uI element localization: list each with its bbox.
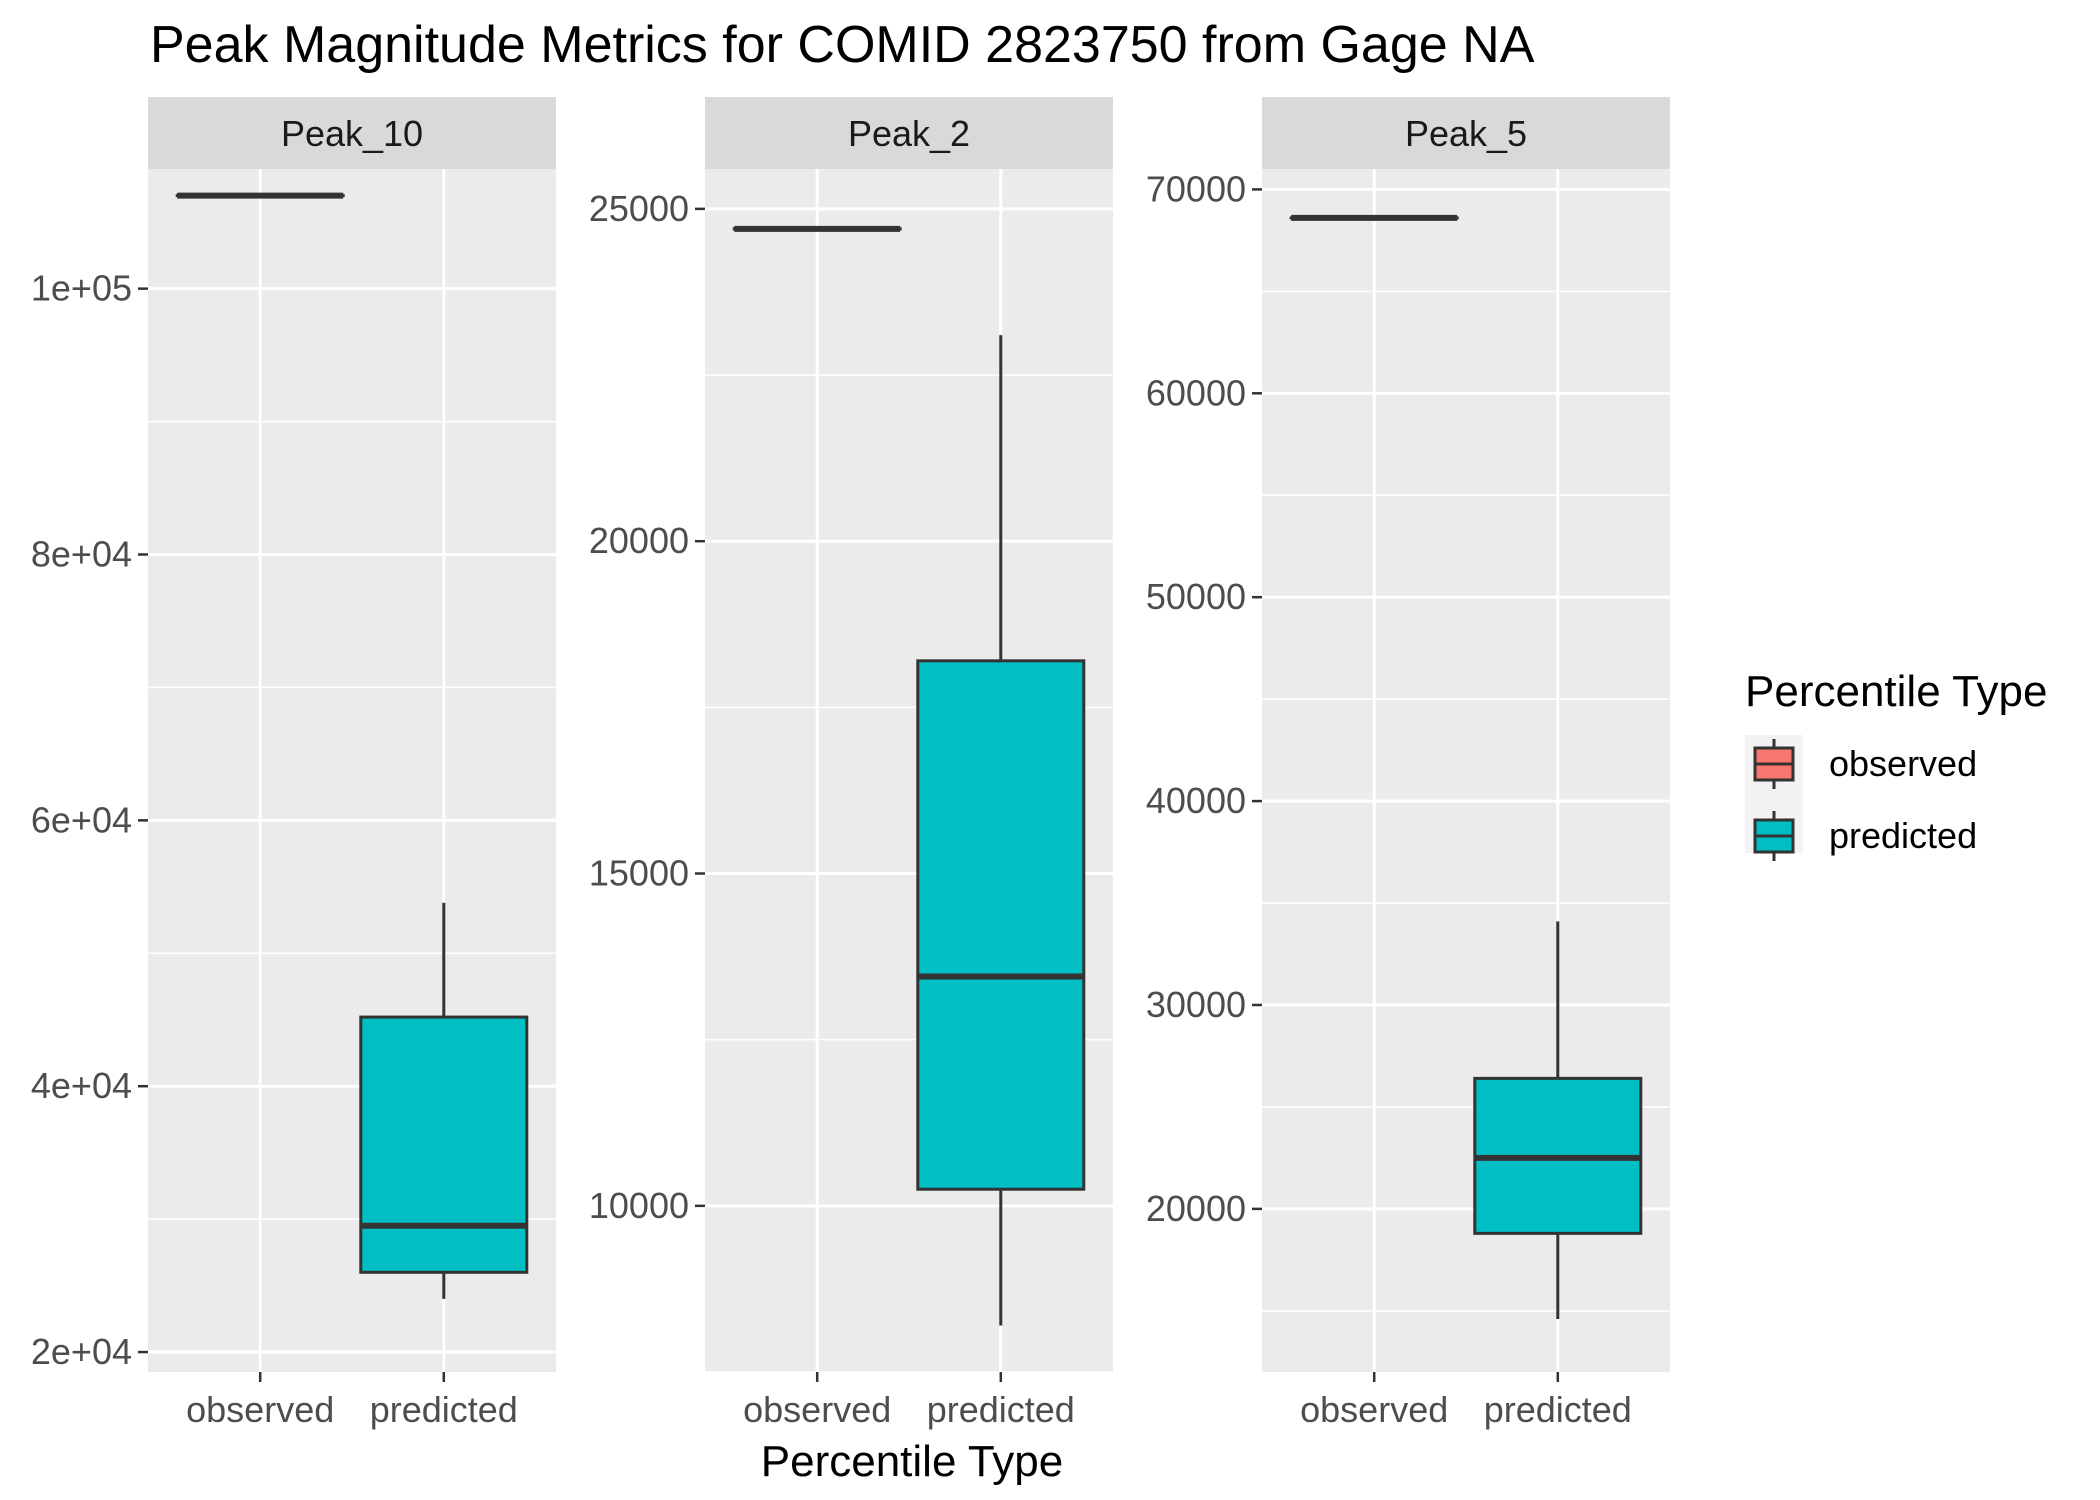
legend-label: observed: [1829, 743, 1977, 784]
y-tick-label: 30000: [1146, 984, 1246, 1025]
y-tick-label: 1e+05: [31, 268, 132, 309]
legend-title: Percentile Type: [1745, 667, 2047, 716]
facet-strip: [148, 97, 556, 169]
facet-peak-2: Peak_2 10000 15000 20000 25000 observed predic…: [589, 97, 1113, 1430]
y-tick-label: 6e+04: [31, 799, 132, 840]
y-tick-label: 2e+04: [31, 1331, 132, 1372]
legend-entry-predicted: predicted: [1753, 811, 1977, 861]
y-tick-label: 20000: [589, 520, 689, 561]
box-iqr: [916, 659, 1086, 1191]
y-tick-label: 8e+04: [31, 533, 132, 574]
legend: Percentile Type observed predicted: [1745, 667, 2047, 861]
facet-strip-label: Peak_10: [281, 113, 423, 154]
x-tick-label: observed: [743, 1389, 891, 1430]
box-predicted: [916, 335, 1086, 1326]
facet-strip-label: Peak_2: [848, 113, 970, 154]
x-tick-label: predicted: [1484, 1389, 1632, 1430]
facet-strip-label: Peak_5: [1405, 113, 1527, 154]
x-tick-label: predicted: [370, 1389, 518, 1430]
legend-entry-observed: observed: [1753, 739, 1977, 789]
facet-peak-10: Peak_10 2e+04 4e+04 6e+04 8e+04 1e+05 observed…: [31, 97, 556, 1430]
y-tick-label: 15000: [589, 853, 689, 894]
x-tick-label: observed: [1300, 1389, 1448, 1430]
box-predicted: [1473, 921, 1643, 1319]
y-tick-label: 40000: [1146, 780, 1246, 821]
y-tick-label: 70000: [1146, 168, 1246, 209]
y-tick-label: 20000: [1146, 1188, 1246, 1229]
x-tick-label: observed: [186, 1389, 334, 1430]
box-predicted: [359, 902, 529, 1299]
facet-peak-5: Peak_5 20000 30000 40000 50000 60000 70000 obse…: [1146, 97, 1670, 1430]
y-tick-label: 50000: [1146, 576, 1246, 617]
x-tick-label: predicted: [927, 1389, 1075, 1430]
facet-strip: [1262, 97, 1670, 169]
y-tick-label: 10000: [589, 1185, 689, 1226]
box-iqr: [359, 1015, 529, 1274]
y-tick-label: 4e+04: [31, 1065, 132, 1106]
chart-title: Peak Magnitude Metrics for COMID 2823750…: [150, 16, 1535, 74]
x-axis-title: Percentile Type: [761, 1437, 1063, 1486]
y-tick-label: 60000: [1146, 372, 1246, 413]
legend-label: predicted: [1829, 815, 1977, 856]
y-tick-label: 25000: [589, 188, 689, 229]
facet-panels: Peak_10 2e+04 4e+04 6e+04 8e+04 1e+05 observed…: [31, 97, 1670, 1430]
facet-strip: [705, 97, 1113, 169]
